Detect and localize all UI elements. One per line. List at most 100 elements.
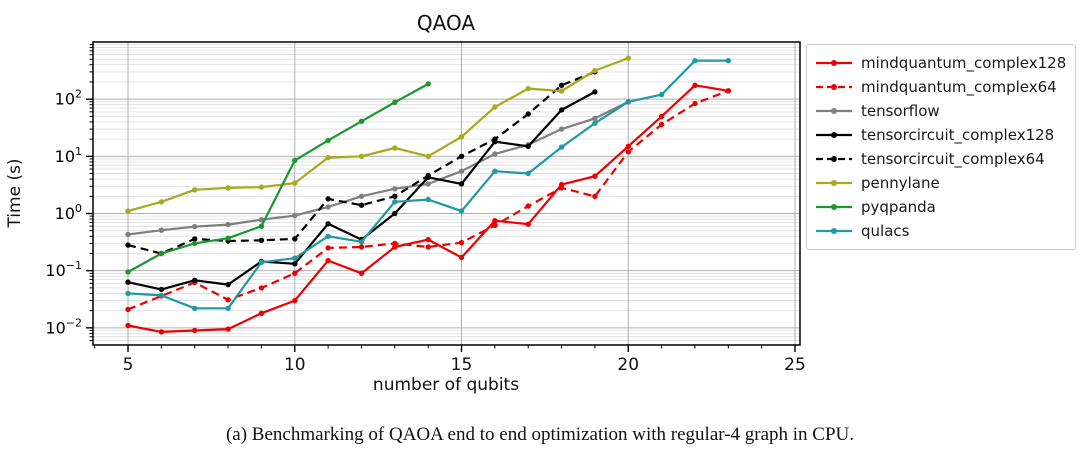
series-marker-mindquantum_complex128 [192, 327, 198, 334]
plot-area: 5 10 15 20 25 10−2 10−1 100 101 102 [45, 41, 806, 375]
series-marker-qulacs [725, 58, 731, 64]
legend-line-sample [816, 108, 852, 114]
series-marker-tensorcircuit_complex64 [292, 236, 298, 242]
series-marker-pennylane [525, 85, 531, 92]
series-marker-tensorcircuit_complex128 [525, 143, 531, 149]
legend-item-pyqpanda: pyqpanda [815, 195, 1065, 219]
legend-line-sample [816, 60, 852, 66]
series-marker-qulacs [325, 233, 331, 239]
series-marker-qulacs [525, 170, 531, 177]
series-line-pyqpanda [127, 82, 429, 273]
y-tick-label: 10−1 [45, 259, 82, 280]
series-marker-mindquantum_complex128 [358, 270, 365, 276]
series-marker-pennylane [358, 153, 365, 159]
series-marker-mindquantum_complex64 [525, 203, 531, 209]
series-marker-pyqpanda [325, 137, 331, 144]
legend-label: mindquantum_complex64 [861, 78, 1057, 96]
series-marker-tensorcircuit_complex128 [192, 277, 198, 283]
y-tick-label: 100 [55, 202, 82, 223]
legend-item-tensorflow: tensorflow [815, 99, 1065, 123]
series-marker-mindquantum_complex128 [592, 173, 598, 179]
series-marker-mindquantum_complex128 [692, 82, 698, 89]
series-marker-tensorcircuit_complex64 [125, 242, 131, 248]
series-marker-tensorcircuit_complex128 [558, 107, 565, 113]
series-marker-tensorflow [325, 204, 331, 210]
y-axis-label: Time (s) [5, 158, 25, 228]
series-marker-qulacs [492, 168, 498, 174]
series-marker-qulacs [458, 208, 465, 214]
x-tick-label: 20 [617, 355, 639, 375]
series-marker-pyqpanda [158, 250, 165, 257]
series-line-tensorcircuit_complex64 [127, 70, 596, 255]
chart-title: QAOA [417, 11, 475, 35]
series-marker-mindquantum_complex64 [558, 185, 565, 191]
series-marker-pennylane [592, 67, 598, 74]
series-marker-pennylane [458, 134, 465, 140]
series-marker-tensorcircuit_complex64 [458, 153, 465, 159]
series-marker-tensorflow [492, 151, 498, 157]
series-marker-tensorflow [158, 227, 165, 233]
figure-caption: (a) Benchmarking of QAOA end to end opti… [225, 424, 855, 445]
legend-item-mindquantum_complex128: mindquantum_complex128 [815, 51, 1067, 75]
series-marker-tensorcircuit_complex64 [525, 111, 531, 117]
series-marker-tensorcircuit_complex64 [492, 136, 498, 142]
y-tick-label: 10−2 [45, 316, 82, 337]
legend-label: mindquantum_complex128 [861, 54, 1067, 72]
series-marker-tensorflow [225, 221, 231, 228]
series-marker-mindquantum_complex128 [625, 143, 631, 149]
series-marker-qulacs [158, 292, 165, 299]
series-marker-tensorflow [125, 231, 131, 238]
series-marker-pyqpanda [392, 99, 398, 106]
series-marker-pennylane [158, 199, 165, 205]
legend-label: tensorflow [861, 102, 940, 120]
series-marker-mindquantum_complex64 [325, 245, 331, 251]
series-marker-mindquantum_complex128 [125, 322, 131, 329]
series-marker-tensorcircuit_complex64 [192, 236, 198, 242]
series-marker-tensorflow [192, 223, 198, 230]
series-marker-tensorflow [458, 168, 465, 174]
series-marker-qulacs [358, 239, 365, 245]
series-marker-tensorflow [425, 181, 431, 187]
series-marker-mindquantum_complex64 [458, 239, 465, 246]
x-tick-label: 10 [284, 355, 306, 375]
legend-line-sample [816, 180, 852, 186]
series-marker-tensorcircuit_complex128 [225, 281, 231, 288]
series-marker-pennylane [125, 208, 131, 214]
legend-item-qulacs: qulacs [815, 219, 1065, 243]
legend-line-sample [816, 228, 852, 234]
series-marker-qulacs [625, 99, 631, 105]
series-marker-mindquantum_complex64 [258, 285, 265, 291]
series-marker-tensorflow [392, 186, 398, 192]
series-marker-mindquantum_complex64 [592, 193, 598, 199]
series-marker-qulacs [258, 259, 265, 265]
series-marker-tensorcircuit_complex128 [458, 181, 465, 187]
series-line-tensorflow [127, 100, 629, 236]
series-marker-mindquantum_complex64 [358, 244, 365, 250]
series-marker-mindquantum_complex128 [458, 254, 465, 261]
series-marker-tensorcircuit_complex128 [592, 89, 598, 95]
legend-item-pennylane: pennylane [815, 171, 1065, 195]
series-marker-pennylane [625, 55, 631, 61]
series-marker-qulacs [392, 199, 398, 205]
qaoa-chart: 5 10 15 20 25 10−2 10−1 100 101 102 QAOA number o… [5, 11, 806, 395]
series-marker-qulacs [658, 91, 665, 98]
series-marker-tensorflow [558, 126, 565, 132]
legend-item-mindquantum_complex64: mindquantum_complex64 [815, 75, 1065, 99]
series-marker-pyqpanda [292, 157, 298, 164]
series-marker-qulacs [558, 144, 565, 150]
series-marker-pyqpanda [192, 240, 198, 247]
series-marker-tensorcircuit_complex128 [125, 279, 131, 285]
series-marker-pennylane [258, 184, 265, 190]
series-marker-mindquantum_complex128 [325, 257, 331, 264]
series-marker-qulacs [592, 120, 598, 126]
series-marker-qulacs [292, 255, 298, 261]
series-marker-mindquantum_complex128 [658, 113, 665, 120]
series-marker-pyqpanda [258, 223, 265, 229]
series-marker-mindquantum_complex64 [625, 149, 631, 155]
legend-label: tensorcircuit_complex64 [861, 150, 1045, 168]
series-marker-qulacs [125, 290, 131, 297]
series-marker-tensorcircuit_complex64 [258, 237, 265, 243]
series-marker-pyqpanda [425, 81, 431, 87]
series-marker-mindquantum_complex128 [292, 297, 298, 304]
series-marker-pennylane [325, 154, 331, 161]
